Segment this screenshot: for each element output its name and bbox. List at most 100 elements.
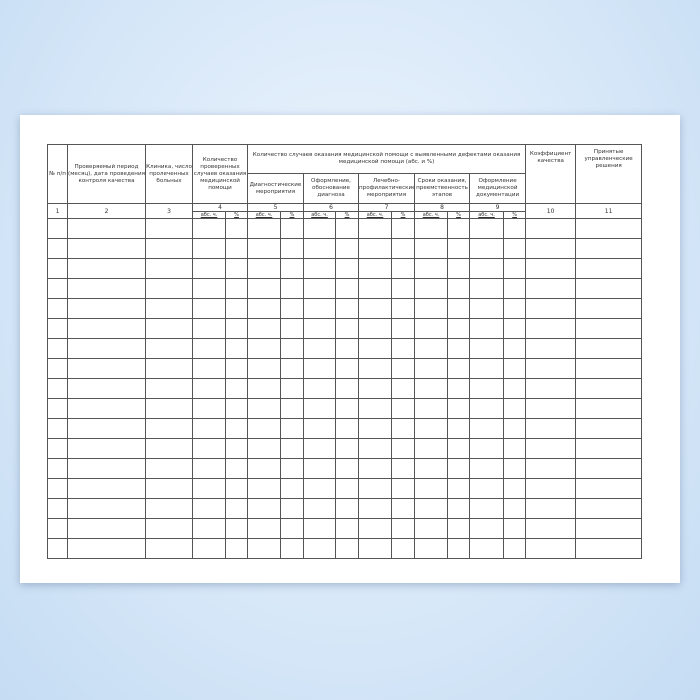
table-cell[interactable]	[414, 538, 449, 559]
table-cell[interactable]	[47, 238, 68, 259]
table-cell[interactable]	[447, 498, 471, 519]
table-cell[interactable]	[335, 278, 360, 299]
table-cell[interactable]	[335, 318, 360, 339]
table-cell[interactable]	[414, 458, 449, 479]
table-cell[interactable]	[192, 338, 226, 359]
table-cell[interactable]	[247, 398, 282, 419]
table-cell[interactable]	[335, 238, 360, 259]
table-cell[interactable]	[280, 378, 305, 399]
table-cell[interactable]	[47, 418, 68, 439]
table-cell[interactable]	[358, 338, 393, 359]
table-cell[interactable]	[47, 358, 68, 379]
table-cell[interactable]	[303, 518, 337, 539]
table-cell[interactable]	[280, 478, 305, 499]
table-cell[interactable]	[525, 478, 577, 499]
table-cell[interactable]	[224, 478, 249, 499]
table-cell[interactable]	[469, 398, 505, 419]
table-cell[interactable]	[335, 438, 360, 459]
table-cell[interactable]	[335, 338, 360, 359]
table-cell[interactable]	[47, 298, 68, 319]
table-cell[interactable]	[247, 498, 282, 519]
table-cell[interactable]	[469, 498, 505, 519]
table-cell[interactable]	[280, 298, 305, 319]
table-cell[interactable]	[391, 538, 416, 559]
table-cell[interactable]	[224, 418, 249, 439]
table-cell[interactable]	[192, 318, 226, 339]
table-cell[interactable]	[575, 518, 643, 539]
table-cell[interactable]	[47, 218, 68, 239]
table-cell[interactable]	[280, 538, 305, 559]
table-cell[interactable]	[391, 478, 416, 499]
table-cell[interactable]	[335, 498, 360, 519]
table-cell[interactable]	[447, 258, 471, 279]
table-cell[interactable]	[447, 478, 471, 499]
table-cell[interactable]	[47, 378, 68, 399]
table-cell[interactable]	[192, 498, 226, 519]
table-cell[interactable]	[358, 258, 393, 279]
table-cell[interactable]	[447, 538, 471, 559]
table-cell[interactable]	[414, 238, 449, 259]
table-cell[interactable]	[145, 438, 193, 459]
table-cell[interactable]	[224, 258, 249, 279]
table-cell[interactable]	[469, 418, 505, 439]
table-cell[interactable]	[525, 518, 577, 539]
table-cell[interactable]	[414, 418, 449, 439]
table-cell[interactable]	[414, 518, 449, 539]
table-cell[interactable]	[280, 318, 305, 339]
table-cell[interactable]	[303, 458, 337, 479]
table-cell[interactable]	[247, 358, 282, 379]
table-cell[interactable]	[335, 298, 360, 319]
table-cell[interactable]	[358, 518, 393, 539]
table-cell[interactable]	[67, 538, 146, 559]
table-cell[interactable]	[247, 298, 282, 319]
table-cell[interactable]	[358, 398, 393, 419]
table-cell[interactable]	[525, 278, 577, 299]
table-cell[interactable]	[525, 298, 577, 319]
table-cell[interactable]	[358, 358, 393, 379]
table-cell[interactable]	[391, 378, 416, 399]
table-cell[interactable]	[303, 258, 337, 279]
table-cell[interactable]	[247, 518, 282, 539]
table-cell[interactable]	[247, 218, 282, 239]
table-cell[interactable]	[47, 338, 68, 359]
table-cell[interactable]	[525, 358, 577, 379]
table-cell[interactable]	[303, 398, 337, 419]
table-cell[interactable]	[280, 438, 305, 459]
table-cell[interactable]	[575, 238, 643, 259]
table-cell[interactable]	[525, 458, 577, 479]
table-cell[interactable]	[192, 518, 226, 539]
table-cell[interactable]	[525, 438, 577, 459]
table-cell[interactable]	[224, 498, 249, 519]
table-cell[interactable]	[192, 258, 226, 279]
table-cell[interactable]	[47, 538, 68, 559]
table-cell[interactable]	[145, 498, 193, 519]
table-cell[interactable]	[47, 318, 68, 339]
table-cell[interactable]	[575, 358, 643, 379]
table-cell[interactable]	[447, 518, 471, 539]
table-cell[interactable]	[358, 218, 393, 239]
table-cell[interactable]	[224, 398, 249, 419]
table-cell[interactable]	[67, 338, 146, 359]
table-cell[interactable]	[67, 318, 146, 339]
table-cell[interactable]	[47, 278, 68, 299]
table-cell[interactable]	[192, 458, 226, 479]
table-cell[interactable]	[145, 298, 193, 319]
table-cell[interactable]	[414, 278, 449, 299]
table-cell[interactable]	[391, 238, 416, 259]
table-cell[interactable]	[358, 318, 393, 339]
table-cell[interactable]	[247, 378, 282, 399]
table-cell[interactable]	[503, 338, 527, 359]
table-cell[interactable]	[192, 218, 226, 239]
table-cell[interactable]	[335, 458, 360, 479]
table-cell[interactable]	[335, 418, 360, 439]
table-cell[interactable]	[469, 218, 505, 239]
table-cell[interactable]	[575, 298, 643, 319]
table-cell[interactable]	[335, 358, 360, 379]
table-cell[interactable]	[145, 458, 193, 479]
table-cell[interactable]	[447, 318, 471, 339]
table-cell[interactable]	[67, 458, 146, 479]
table-cell[interactable]	[247, 538, 282, 559]
table-cell[interactable]	[303, 298, 337, 319]
table-cell[interactable]	[224, 538, 249, 559]
table-cell[interactable]	[280, 238, 305, 259]
